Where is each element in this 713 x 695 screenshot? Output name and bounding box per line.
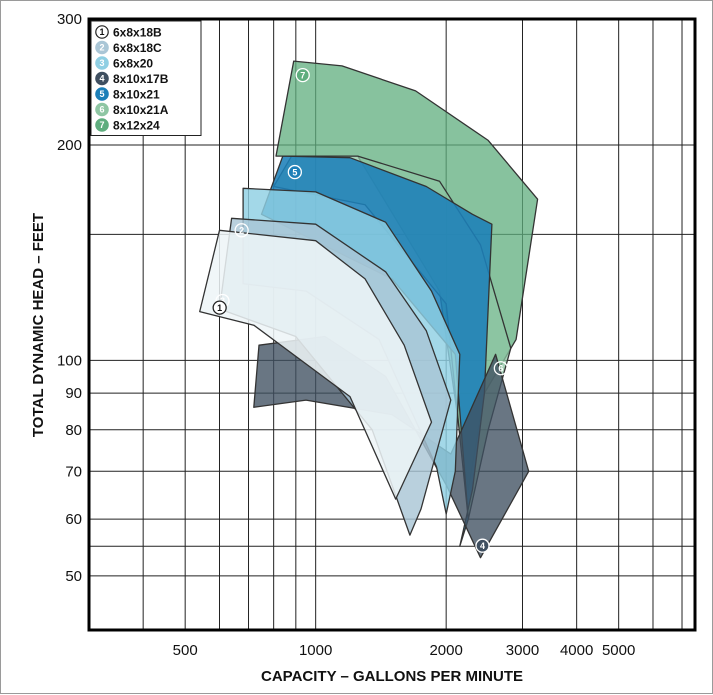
legend-item: 6 8x10x21A xyxy=(95,102,169,117)
legend-swatch xyxy=(95,118,109,132)
series-area-6x8x18B xyxy=(199,229,433,500)
legend-item: 3 6x8x20 xyxy=(95,56,153,70)
legend-swatch xyxy=(95,71,109,86)
axes: 500 1000 2000 3000 4000 5000 50 60 70 80 90 100 200 3… xyxy=(57,11,635,659)
legend-number: 3 xyxy=(99,58,104,68)
series-badge-8x10x21: 5 xyxy=(287,164,302,180)
legend-swatch xyxy=(95,87,109,101)
y-axis-title: TOTAL DYNAMIC HEAD – FEET xyxy=(30,213,47,437)
legend-item: 5 8x10x21 xyxy=(95,87,160,101)
y-tick-label: 60 xyxy=(65,511,82,528)
legend-swatch xyxy=(95,40,109,55)
series-badge-6x8x18B: 1 xyxy=(212,300,227,315)
y-tick-label: 90 xyxy=(65,385,82,402)
x-tick-label: 500 xyxy=(173,642,198,659)
svg-text:4: 4 xyxy=(480,541,485,551)
y-tick-label: 200 xyxy=(57,137,82,154)
legend-swatch xyxy=(95,56,109,70)
legend-label: 8x12x24 xyxy=(113,118,160,132)
series-number-badges: 7654321 xyxy=(212,67,508,553)
x-axis-title: CAPACITY – GALLONS PER MINUTE xyxy=(261,668,523,685)
legend-label: 8x10x21 xyxy=(113,87,160,101)
series-badge-8x10x21A: 6 xyxy=(493,361,508,376)
y-tick-label: 100 xyxy=(57,352,82,369)
svg-text:5: 5 xyxy=(292,167,297,177)
legend-number: 5 xyxy=(99,89,104,99)
svg-text:7: 7 xyxy=(300,70,305,80)
legend-box xyxy=(90,20,202,136)
y-tick-label: 50 xyxy=(65,568,82,585)
y-tick-label: 80 xyxy=(65,422,82,439)
series-badge-6x8x18C: 2 xyxy=(234,223,249,238)
legend-swatch xyxy=(95,102,109,117)
legend-swatch xyxy=(95,25,109,39)
y-tick-label: 70 xyxy=(65,463,82,480)
legend-label: 6x8x20 xyxy=(113,56,153,70)
legend-item: 2 6x8x18C xyxy=(95,40,162,55)
series-badge-8x10x17B: 4 xyxy=(475,538,490,553)
legend-item: 1 6x8x18B xyxy=(95,25,162,39)
y-tick-label: 300 xyxy=(57,11,82,28)
legend-number: 7 xyxy=(99,120,104,130)
svg-text:1: 1 xyxy=(217,303,222,313)
svg-text:2: 2 xyxy=(239,225,244,235)
legend-item: 7 8x12x24 xyxy=(95,118,160,132)
legend-label: 6x8x18B xyxy=(113,25,162,39)
legend-number: 2 xyxy=(99,43,104,53)
legend-label: 8x10x17B xyxy=(113,72,169,86)
legend-number: 6 xyxy=(99,105,104,115)
legend-label: 8x10x21A xyxy=(113,103,169,117)
x-tick-label: 2000 xyxy=(429,642,462,659)
x-tick-label: 1000 xyxy=(299,642,332,659)
x-tick-label: 3000 xyxy=(506,642,539,659)
plot-border xyxy=(87,17,697,632)
x-tick-label: 4000 xyxy=(560,642,593,659)
legend-item: 4 8x10x17B xyxy=(95,71,169,86)
legend-label: 6x8x18C xyxy=(113,41,162,55)
x-tick-label: 5000 xyxy=(602,642,635,659)
series-badge-8x12x24: 7 xyxy=(295,67,310,83)
series-areas xyxy=(199,60,539,559)
legend: 1 6x8x18B 2 6x8x18C 3 6x8x20 4 8x10x17B 5 8x10x21… xyxy=(90,20,202,136)
svg-text:6: 6 xyxy=(498,363,503,373)
legend-number: 1 xyxy=(99,27,104,37)
legend-number: 4 xyxy=(99,74,104,84)
